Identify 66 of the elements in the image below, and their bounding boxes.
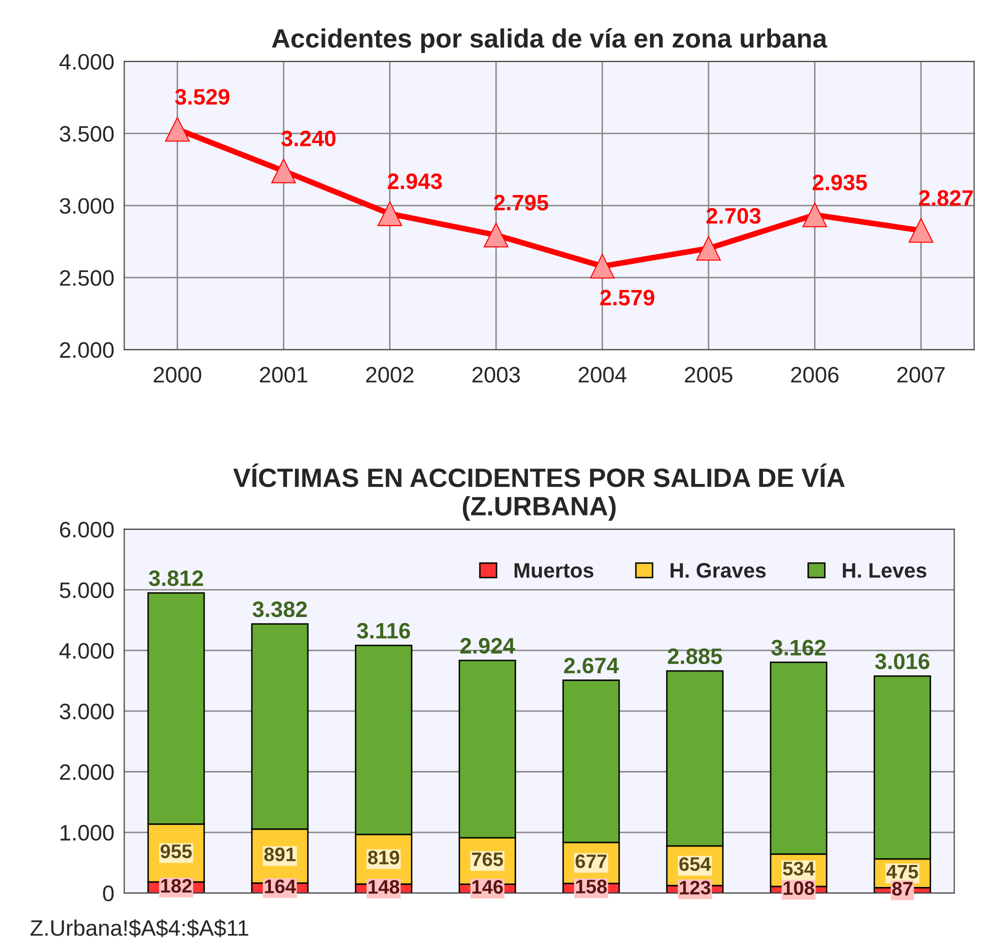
x-tick-label: 2002 xyxy=(366,366,414,383)
data-label: 819 xyxy=(368,850,400,864)
data-label: 677 xyxy=(576,854,606,868)
legend-label: H. Leves xyxy=(842,563,926,578)
y-tick-label: 3.500 xyxy=(60,126,114,142)
point xyxy=(165,116,190,142)
chart-title: Accidentes por salida de vía en zona urbana xyxy=(272,28,828,54)
point xyxy=(378,201,402,226)
data-label: 2.827 xyxy=(918,190,973,206)
data-label: 955 xyxy=(160,844,192,858)
point xyxy=(802,202,828,228)
data-label: 765 xyxy=(472,852,504,866)
y-tick-label: 5.000 xyxy=(60,582,114,598)
x-tick-label: 2004 xyxy=(578,366,626,383)
y-tick-label: 2.500 xyxy=(60,270,114,286)
data-label: 3.016 xyxy=(875,654,930,670)
y-tick-label: 1.000 xyxy=(60,824,114,841)
point xyxy=(590,254,615,279)
x-tick-label: 2000 xyxy=(154,366,202,383)
data-label: 891 xyxy=(264,848,296,862)
data-label: 164 xyxy=(264,880,296,894)
data-label: 2.924 xyxy=(460,638,516,654)
data-label: 2.674 xyxy=(564,658,619,674)
x-tick-label: 2001 xyxy=(260,366,308,383)
y-tick-label: 4.000 xyxy=(59,54,114,70)
data-label: 158 xyxy=(576,880,607,894)
x-tick-label: 2005 xyxy=(684,366,732,383)
point xyxy=(484,222,508,248)
data-label: 3.382 xyxy=(252,601,307,618)
point xyxy=(696,236,721,261)
chart-title: VÍCTIMAS EN ACCIDENTES POR SALIDA DE VÍA (Z.URBANA) xyxy=(233,464,845,521)
data-label: 108 xyxy=(784,881,814,895)
y-tick-label: 2.000 xyxy=(60,764,114,780)
data-label: 534 xyxy=(782,862,815,876)
data-label: 475 xyxy=(886,865,918,879)
data-label: 3.240 xyxy=(281,130,336,146)
text: Z.Urbana!$A$4:$A$11 xyxy=(30,919,248,938)
legend-label: H. Graves xyxy=(670,563,766,578)
point xyxy=(908,218,934,243)
point xyxy=(271,158,296,184)
data-label: 123 xyxy=(680,880,710,895)
data-label: 2.579 xyxy=(600,290,654,306)
y-tick-label: 3.000 xyxy=(60,704,114,720)
data-label: 182 xyxy=(161,878,192,893)
data-label: 654 xyxy=(679,857,711,871)
y-tick-label: 6.000 xyxy=(60,522,114,538)
data-label: 2.943 xyxy=(388,173,442,190)
data-label: 148 xyxy=(368,880,400,894)
legend-label: Muertos xyxy=(514,563,594,578)
y-tick-label: 0 xyxy=(103,886,114,902)
data-label: 3.812 xyxy=(148,570,204,586)
data-label: 87 xyxy=(892,882,912,896)
x-tick-label: 2003 xyxy=(472,366,520,383)
data-label: 2.885 xyxy=(668,648,722,664)
data-label: 3.529 xyxy=(175,88,230,105)
x-tick-label: 2007 xyxy=(897,366,945,383)
data-label: 2.795 xyxy=(494,194,548,210)
y-tick-label: 4.000 xyxy=(59,643,114,659)
y-tick-label: 3.000 xyxy=(60,198,114,214)
data-label: 3.162 xyxy=(771,640,826,656)
data-label: 2.935 xyxy=(812,174,867,190)
data-label: 2.703 xyxy=(706,208,761,224)
y-tick-label: 2.000 xyxy=(60,342,114,358)
x-tick-label: 2006 xyxy=(791,366,839,383)
data-label: 3.116 xyxy=(356,622,410,639)
data-label: 146 xyxy=(472,880,503,894)
